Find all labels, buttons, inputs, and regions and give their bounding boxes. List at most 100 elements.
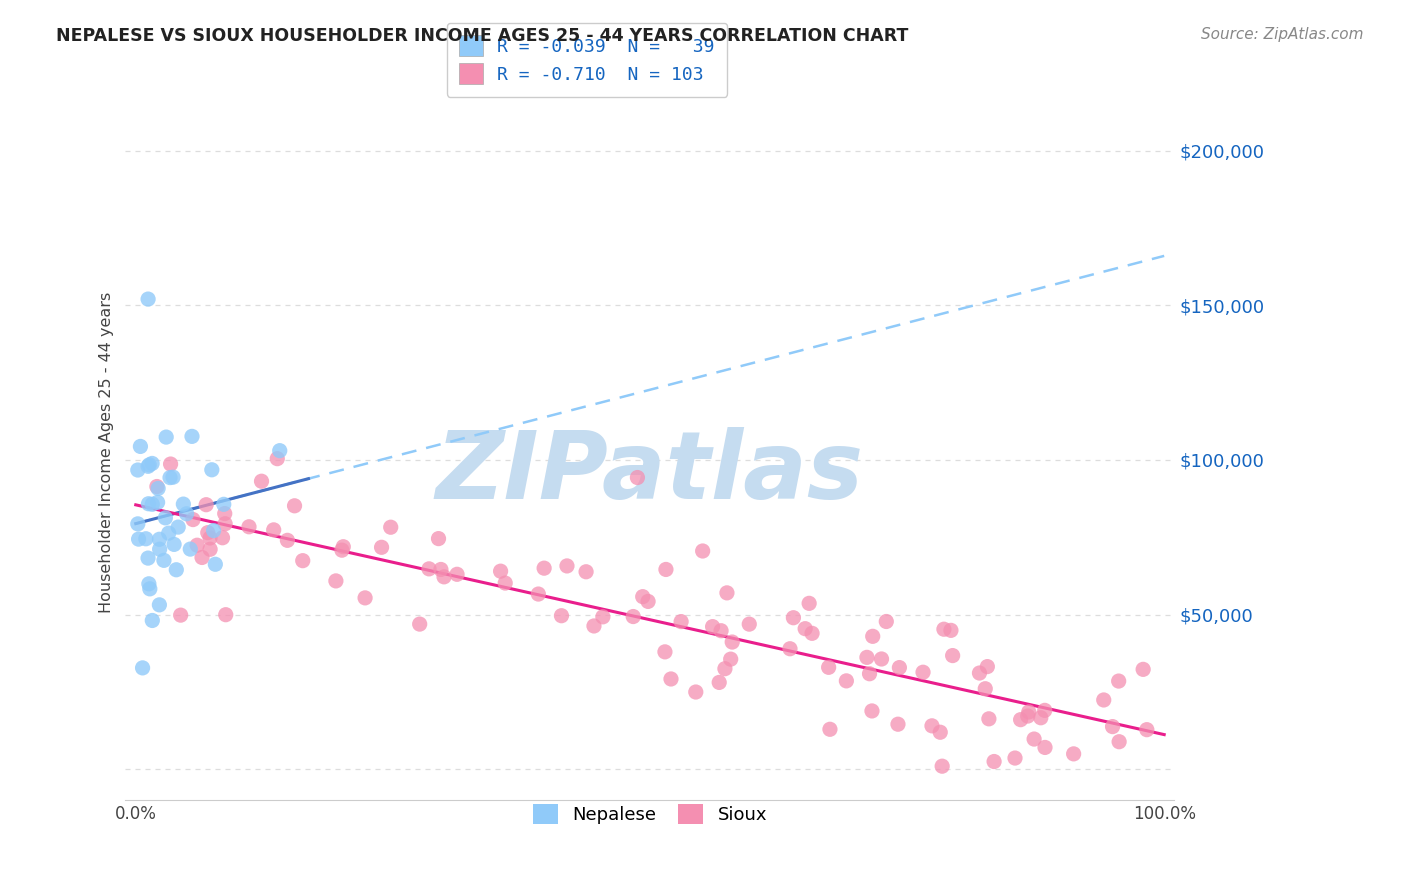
Point [238, 520, 260, 534]
Point [263, 523, 285, 537]
Point [157, 526, 180, 541]
Point [1010, 713, 1032, 727]
Point [148, 533, 170, 547]
Point [198, 531, 221, 545]
Point [146, 482, 169, 496]
Point [141, 457, 163, 471]
Point [141, 614, 163, 628]
Point [202, 524, 225, 538]
Point [710, 624, 733, 638]
Point [801, 626, 824, 640]
Point [148, 598, 170, 612]
Point [921, 719, 943, 733]
Point [159, 457, 181, 471]
Point [494, 576, 516, 591]
Point [283, 499, 305, 513]
Point [418, 562, 440, 576]
Point [138, 458, 160, 472]
Point [721, 635, 744, 649]
Point [977, 712, 1000, 726]
Point [631, 590, 654, 604]
Point [550, 608, 572, 623]
Point [1004, 751, 1026, 765]
Point [932, 622, 955, 636]
Point [266, 451, 288, 466]
Point [856, 650, 879, 665]
Point [835, 673, 858, 688]
Point [860, 704, 883, 718]
Point [738, 617, 761, 632]
Point [1022, 732, 1045, 747]
Point [1018, 705, 1040, 719]
Point [291, 554, 314, 568]
Point [870, 652, 893, 666]
Point [875, 615, 897, 629]
Point [215, 607, 238, 622]
Point [129, 439, 152, 453]
Point [654, 645, 676, 659]
Point [1029, 711, 1052, 725]
Point [889, 660, 911, 674]
Point [862, 629, 884, 643]
Point [621, 609, 644, 624]
Y-axis label: Householder Income Ages 25 - 44 years: Householder Income Ages 25 - 44 years [100, 292, 114, 613]
Point [127, 516, 149, 531]
Point [214, 516, 236, 531]
Point [942, 648, 965, 663]
Point [782, 611, 804, 625]
Point [408, 617, 430, 632]
Point [1108, 674, 1130, 689]
Point [146, 495, 169, 509]
Point [887, 717, 910, 731]
Text: ZIPatlas: ZIPatlas [436, 427, 865, 519]
Point [165, 563, 187, 577]
Point [153, 553, 176, 567]
Point [709, 675, 731, 690]
Point [1017, 709, 1039, 723]
Point [135, 532, 157, 546]
Point [685, 685, 707, 699]
Point [136, 459, 159, 474]
Point [138, 497, 160, 511]
Point [659, 672, 682, 686]
Point [179, 542, 201, 557]
Point [131, 661, 153, 675]
Point [911, 665, 934, 680]
Point [186, 538, 208, 552]
Point [779, 641, 801, 656]
Point [1101, 720, 1123, 734]
Point [276, 533, 298, 548]
Point [146, 479, 169, 493]
Point [201, 463, 224, 477]
Point [655, 562, 678, 576]
Point [817, 660, 839, 674]
Point [939, 624, 962, 638]
Point [527, 587, 550, 601]
Point [794, 622, 817, 636]
Point [250, 474, 273, 488]
Point [433, 570, 456, 584]
Point [195, 498, 218, 512]
Point [149, 542, 172, 557]
Point [354, 591, 377, 605]
Point [155, 430, 177, 444]
Point [330, 543, 353, 558]
Point [198, 542, 221, 557]
Point [427, 532, 450, 546]
Point [167, 520, 190, 534]
Point [181, 429, 204, 443]
Point [214, 507, 236, 521]
Point [204, 558, 226, 572]
Point [931, 759, 953, 773]
Point [139, 582, 162, 596]
Point [1132, 662, 1154, 676]
Point [141, 497, 163, 511]
Point [191, 550, 214, 565]
Point [1136, 723, 1159, 737]
Point [983, 755, 1005, 769]
Point [211, 531, 233, 545]
Point [1033, 703, 1056, 717]
Point [533, 561, 555, 575]
Text: Source: ZipAtlas.com: Source: ZipAtlas.com [1201, 27, 1364, 42]
Point [592, 610, 614, 624]
